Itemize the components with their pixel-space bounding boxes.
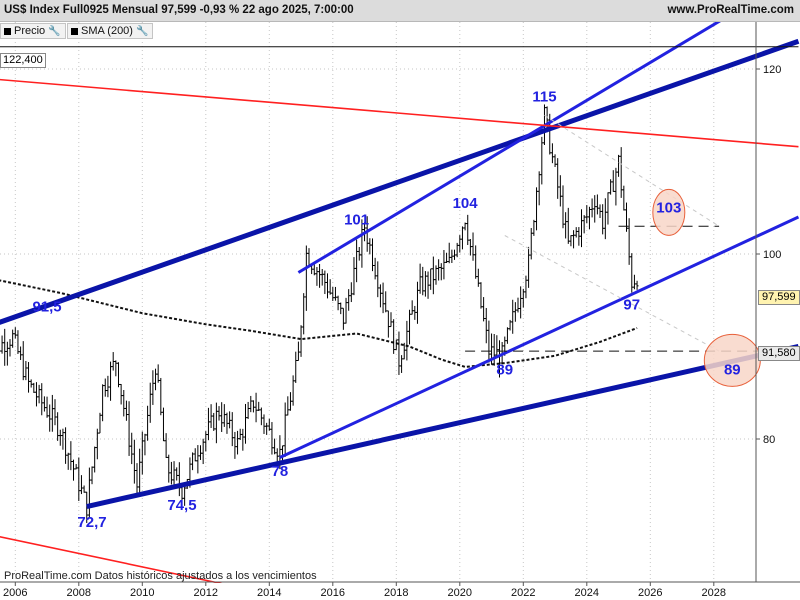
x-tick-label: 2020 — [448, 587, 472, 599]
x-tick-label: 2014 — [257, 587, 281, 599]
resistance-upper-line — [0, 78, 799, 148]
dotted-upper-line — [544, 114, 720, 227]
price-level-annotation: 101 — [344, 211, 369, 228]
price-level-annotation: 78 — [272, 463, 289, 480]
channel-upper-line — [0, 38, 800, 325]
x-tick-label: 2006 — [3, 587, 27, 599]
legend-sma[interactable]: SMA (200) 🔧 — [67, 23, 153, 39]
data-source-note: ProRealTime.com Datos históricos ajustad… — [4, 570, 317, 582]
sma-price-tag: 91,580 — [758, 345, 800, 361]
trend-support-line — [279, 215, 800, 459]
legend-price-label: Precio — [14, 25, 46, 37]
price-level-annotation: 72,7 — [77, 514, 106, 531]
price-level-annotation: 115 — [532, 88, 556, 105]
wrench-icon[interactable]: 🔧 — [135, 25, 149, 37]
x-tick-label: 2024 — [575, 587, 599, 599]
plot-area — [0, 22, 756, 582]
x-tick-label: 2022 — [511, 587, 535, 599]
y-tick-label: 100 — [763, 249, 781, 261]
site-link[interactable]: www.ProRealTime.com — [667, 4, 794, 16]
x-tick-label: 2016 — [321, 587, 345, 599]
x-axis-band — [0, 583, 800, 600]
chart-header: US$ Index Full0925 Mensual 97,599 -0,93 … — [0, 0, 800, 22]
trend-upper-line — [297, 22, 722, 274]
channel-lower-line — [86, 344, 800, 509]
resistance-lower-line — [0, 536, 238, 588]
price-level-annotation: 74,5 — [167, 497, 196, 514]
x-tick-label: 2028 — [702, 587, 726, 599]
current-price-tag: 97,599 — [758, 290, 800, 306]
legend-price[interactable]: Precio 🔧 — [0, 23, 66, 39]
x-tick-label: 2026 — [638, 587, 662, 599]
instrument-title: US$ Index Full0925 Mensual 97,599 -0,93 … — [4, 4, 354, 16]
price-level-annotation: 89 — [724, 361, 741, 378]
price-level-annotation: 103 — [656, 199, 681, 216]
x-tick-label: 2012 — [194, 587, 218, 599]
price-level-annotation: 91,5 — [32, 298, 61, 315]
price-swatch — [4, 27, 11, 35]
y-tick-label: 120 — [763, 64, 781, 76]
dotted-mid-line — [504, 235, 720, 352]
x-tick-label: 2008 — [67, 587, 91, 599]
price-level-annotation: 97 — [623, 297, 640, 314]
level-label-122-4: 122,400 — [0, 53, 46, 68]
circle-103-highlight — [652, 188, 686, 236]
sma-200-line — [0, 279, 638, 368]
ohlc-bar — [635, 280, 639, 290]
sma-swatch — [71, 27, 78, 35]
legend-sma-label: SMA (200) — [81, 25, 133, 37]
wrench-icon[interactable]: 🔧 — [48, 25, 61, 37]
price-level-annotation: 104 — [453, 195, 479, 212]
y-tick-label: 80 — [763, 434, 775, 446]
x-tick-label: 2018 — [384, 587, 408, 599]
price-level-annotation: 89 — [496, 361, 513, 378]
x-tick-label: 2010 — [130, 587, 154, 599]
